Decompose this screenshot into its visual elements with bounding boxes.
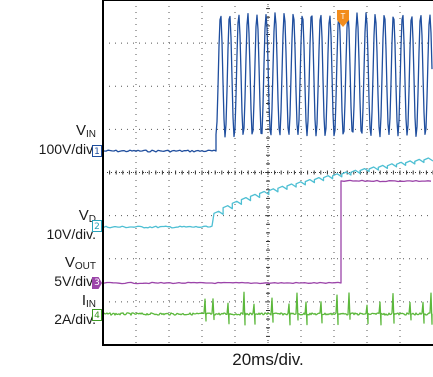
channel-4-label: IIN 2A/div.	[54, 292, 96, 327]
channel-1-marker: 1	[92, 145, 102, 157]
channel-2-trace	[103, 157, 433, 229]
timebase-label: 20ms/div.	[232, 350, 304, 369]
channel-2-marker: 2	[92, 220, 102, 232]
trigger-marker-label: T	[341, 12, 346, 21]
grid	[102, 0, 433, 346]
channel-4-scale: 2A/div.	[54, 311, 96, 327]
channel-3-trace	[103, 179, 432, 285]
channel-1-trace	[103, 12, 433, 153]
channel-3-label: VOUT 5V/div.	[54, 254, 96, 289]
trigger-marker: T	[337, 10, 349, 27]
channel-4-marker: 4	[92, 309, 102, 321]
channel-1-scale: 100V/div.	[38, 141, 96, 157]
channel-2-label: VD 10V/div.	[46, 207, 96, 242]
channel-1-label: VIN 100V/div.	[38, 122, 96, 157]
channel-3-scale: 5V/div.	[54, 273, 96, 289]
channel-2-scale: 10V/div.	[46, 226, 96, 242]
traces	[103, 12, 433, 326]
channel-3-marker: 3	[92, 277, 102, 289]
channel-4-trace	[103, 291, 433, 326]
screen-frame	[102, 0, 433, 346]
